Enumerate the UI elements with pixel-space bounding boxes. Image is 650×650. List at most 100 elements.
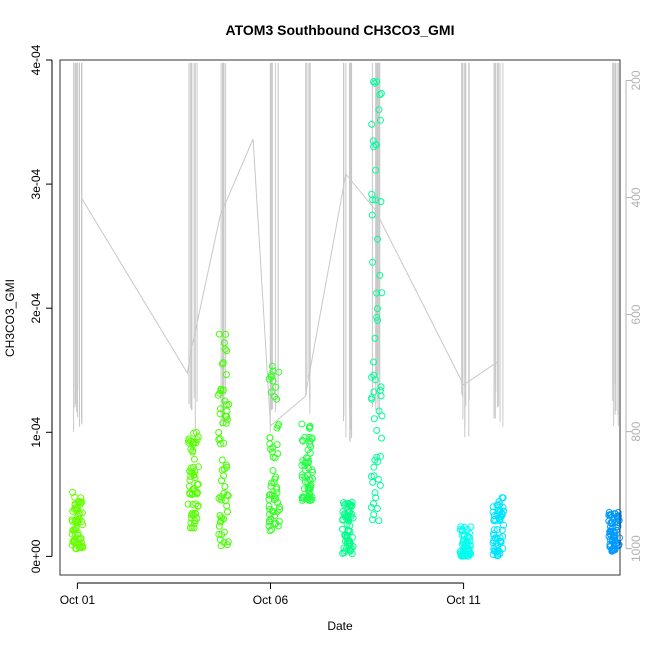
- data-point: [218, 360, 226, 368]
- x-tick-label: Oct 06: [253, 593, 289, 607]
- data-point: [370, 472, 378, 480]
- data-point: [218, 477, 225, 485]
- data-point: [222, 371, 230, 379]
- data-point: [498, 526, 506, 534]
- data-point: [612, 540, 620, 548]
- data-point: [298, 471, 306, 479]
- data-point: [193, 490, 201, 498]
- data-point: [276, 506, 284, 513]
- data-point: [376, 116, 384, 124]
- data-point: [186, 489, 194, 497]
- data-point: [268, 526, 275, 534]
- data-point: [193, 481, 201, 489]
- data-point: [301, 433, 309, 441]
- data-point: [220, 489, 228, 497]
- y-tick-label: 3e-04: [29, 168, 43, 199]
- data-point: [371, 456, 379, 464]
- data-point: [340, 549, 348, 557]
- data-point: [378, 412, 386, 420]
- data-point: [274, 522, 282, 530]
- data-point: [369, 258, 377, 266]
- data-point: [368, 373, 376, 381]
- data-point: [223, 416, 231, 424]
- data-point: [309, 468, 316, 476]
- data-point: [73, 545, 80, 553]
- data-point: [187, 519, 195, 527]
- data-point: [370, 388, 378, 396]
- data-point: [221, 345, 229, 353]
- data-point: [306, 440, 314, 448]
- data-point: [216, 536, 224, 544]
- data-point: [268, 448, 276, 456]
- data-point: [219, 359, 227, 367]
- data-point: [298, 420, 306, 428]
- data-point: [298, 496, 306, 504]
- data-point: [216, 435, 224, 443]
- data-point: [184, 500, 192, 508]
- data-point: [274, 499, 282, 506]
- data-point: [275, 368, 283, 376]
- y-tick-label: 1e-04: [29, 417, 43, 448]
- data-point: [273, 441, 281, 449]
- data-point: [370, 78, 378, 85]
- data-point: [305, 433, 313, 441]
- data-point: [299, 437, 307, 445]
- data-point: [298, 461, 306, 469]
- data-point: [378, 289, 386, 297]
- data-point: [188, 511, 196, 519]
- right-tick-label: 1000: [629, 535, 643, 562]
- data-point: [461, 551, 469, 559]
- data-point: [491, 534, 499, 542]
- data-point: [614, 509, 622, 516]
- right-axis: 200 400 600 800 1000: [625, 70, 643, 562]
- y-axis: 0e+00 1e-04 2e-04 3e-04 4e-04: [29, 44, 53, 573]
- data-point: [373, 313, 381, 321]
- data-point: [190, 471, 198, 479]
- data-point: [306, 422, 314, 430]
- data-point: [189, 439, 197, 447]
- data-point: [189, 490, 197, 498]
- x-tick-label: Oct 11: [446, 593, 481, 607]
- data-point: [222, 461, 230, 469]
- data-point: [305, 458, 313, 465]
- data-point: [370, 500, 377, 507]
- altitude-lines: [73, 62, 619, 443]
- data-point: [271, 454, 279, 462]
- data-point: [377, 89, 385, 97]
- data-point: [377, 383, 385, 391]
- data-point: [309, 475, 316, 483]
- data-point: [266, 434, 274, 442]
- data-point: [222, 330, 230, 338]
- data-point: [219, 419, 227, 427]
- data-point: [340, 499, 347, 507]
- data-point: [223, 413, 230, 420]
- right-tick-label: 400: [629, 187, 643, 207]
- data-point: [373, 289, 381, 297]
- data-point: [372, 141, 380, 149]
- data-point: [71, 493, 79, 501]
- data-point: [301, 462, 309, 470]
- data-point: [500, 521, 507, 529]
- data-point: [306, 494, 314, 502]
- data-point: [190, 455, 198, 463]
- data-point: [192, 510, 200, 518]
- data-point: [496, 500, 504, 508]
- data-point: [220, 439, 228, 447]
- data-point: [306, 437, 314, 445]
- x-tick-label: Oct 01: [60, 593, 96, 607]
- data-points: [68, 78, 623, 560]
- data-point: [218, 514, 225, 522]
- data-point: [267, 482, 275, 490]
- data-point: [375, 517, 383, 525]
- data-point: [371, 79, 379, 87]
- chart-title: ATOM3 Southbound CH3CO3_GMI: [226, 22, 455, 38]
- data-point: [609, 519, 616, 527]
- data-point: [372, 494, 380, 502]
- data-point: [265, 491, 273, 499]
- y-tick-label: 2e-04: [29, 293, 43, 324]
- data-point: [371, 489, 379, 497]
- data-point: [368, 190, 376, 198]
- data-point: [308, 466, 316, 474]
- data-point: [216, 410, 224, 418]
- data-point: [370, 511, 378, 519]
